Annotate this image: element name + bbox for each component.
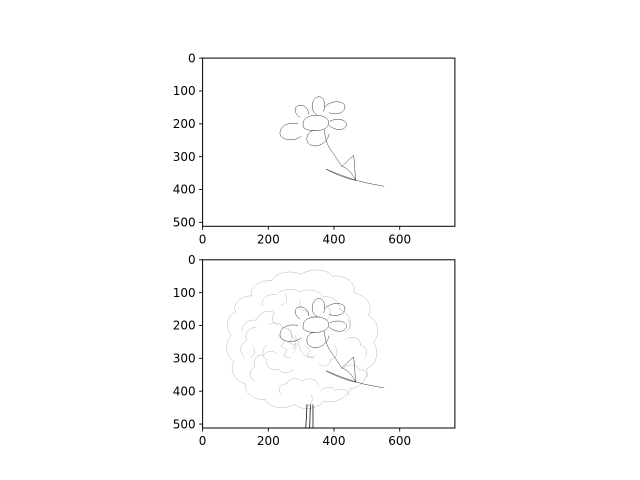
panel-top-frame bbox=[202, 57, 456, 227]
panel-bottom: 0 200 400 600 0 100 200 300 400 500 bbox=[173, 253, 456, 448]
x-tick-label: 0 bbox=[199, 434, 207, 448]
y-tick-label: 500 bbox=[173, 417, 196, 431]
x-tick-label: 600 bbox=[388, 232, 411, 246]
y-tick-label: 200 bbox=[173, 319, 196, 333]
x-tick-label: 200 bbox=[257, 232, 280, 246]
y-tick-label: 500 bbox=[173, 216, 196, 230]
y-tick-label: 200 bbox=[173, 117, 196, 131]
x-tick-label: 200 bbox=[257, 434, 280, 448]
panel-bottom-frame bbox=[202, 259, 456, 429]
x-tick-label: 600 bbox=[388, 434, 411, 448]
y-tick-label: 300 bbox=[173, 150, 196, 164]
y-tick-label: 300 bbox=[173, 352, 196, 366]
y-tick-label: 100 bbox=[173, 84, 196, 98]
x-tick-label: 400 bbox=[323, 434, 346, 448]
x-tick-label: 0 bbox=[199, 232, 207, 246]
y-tick-label: 400 bbox=[173, 384, 196, 398]
y-tick-label: 0 bbox=[188, 253, 196, 267]
y-tick-label: 400 bbox=[173, 183, 196, 197]
y-tick-label: 0 bbox=[188, 51, 196, 65]
y-tick-label: 100 bbox=[173, 286, 196, 300]
x-tick-label: 400 bbox=[323, 232, 346, 246]
panel-top: 0 200 400 600 0 100 200 300 400 500 bbox=[173, 51, 456, 246]
